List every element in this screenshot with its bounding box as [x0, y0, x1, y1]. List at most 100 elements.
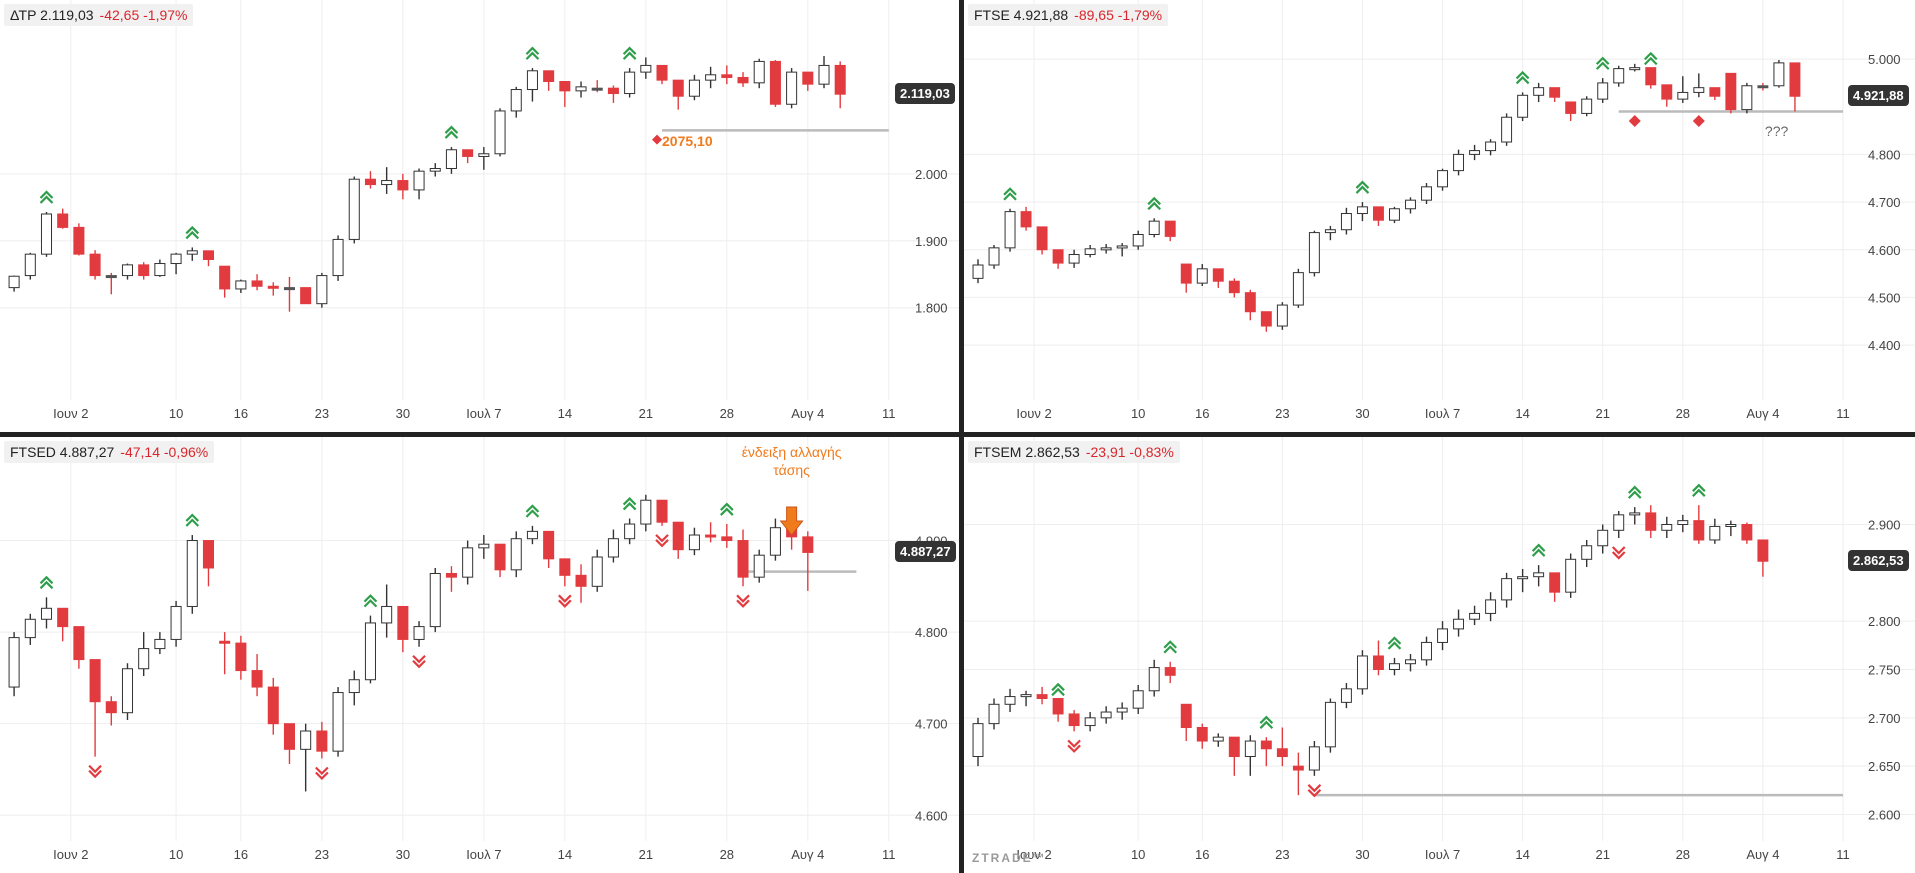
candle-body — [624, 71, 636, 95]
candle-body — [1629, 67, 1641, 71]
candle-body — [737, 540, 749, 578]
candle-body — [510, 89, 522, 112]
x-tick-label: Αυγ 4 — [791, 406, 824, 421]
candle-body — [688, 79, 700, 97]
candlestick-chart-ftsem[interactable]: 2.600 2.650 2.700 2.750 2.800 2.900 Ιουν 2 10 16… — [964, 437, 1915, 873]
candle-body — [1741, 524, 1753, 541]
candle-body — [1308, 232, 1320, 274]
candle-body — [1485, 599, 1497, 614]
candle-body — [1036, 694, 1048, 699]
candle-body — [575, 86, 587, 92]
candle-body — [1693, 87, 1705, 93]
annotation-label: ένδειξη αλλαγής τάσης — [741, 444, 842, 478]
candle-body — [397, 605, 409, 640]
candle-body — [1453, 618, 1465, 630]
signal-down-icon — [1067, 739, 1081, 753]
candle-body — [1340, 688, 1352, 703]
candle-body — [105, 275, 117, 279]
candle-body — [40, 213, 53, 255]
signal-up-icon — [1003, 187, 1017, 201]
candle-body — [1228, 736, 1240, 757]
candle-body — [1405, 659, 1416, 665]
candle-body — [1116, 707, 1128, 713]
candle-body — [1164, 667, 1176, 676]
signal-up-icon — [1163, 640, 1178, 654]
candle-body — [688, 534, 700, 551]
candle-body — [1212, 268, 1224, 282]
candle-body — [413, 626, 425, 640]
signal-up-icon — [1387, 636, 1402, 650]
signal-down-icon — [315, 766, 329, 781]
chart-panel-dtr[interactable]: 1.800 1.900 2.000 Ιουν 2 10 16 23 30 Ιουλ 7 14 21 2… — [0, 0, 959, 432]
candle-body — [494, 543, 506, 571]
chart-title: FTSE 4.921,88 — [974, 7, 1069, 23]
candle-body — [1324, 229, 1336, 234]
diamond-marker-icon — [652, 134, 663, 145]
candle-body — [1004, 211, 1016, 249]
candle-body — [1597, 529, 1609, 547]
candle-body — [1228, 280, 1240, 294]
annotation-label: ??? — [1764, 123, 1789, 140]
candle-body — [705, 74, 717, 81]
candle-body — [769, 60, 781, 105]
chart-panel-ftse[interactable]: 4.400 4.500 4.600 4.700 4.800 5.000 Ιουν 2 10 16… — [964, 0, 1915, 432]
last-price-tag: 2.119,03 — [895, 83, 955, 105]
candle-body — [1421, 641, 1432, 661]
chart-title: FTSEM 2.862,53 — [974, 444, 1080, 460]
candle-body — [73, 226, 85, 255]
signal-up-icon — [363, 594, 378, 608]
signal-down-icon — [736, 594, 750, 608]
candle-body — [300, 287, 312, 305]
candle-body — [1244, 292, 1256, 313]
candle-body — [1292, 765, 1304, 771]
y-tick-label: 4.700 — [1868, 195, 1901, 210]
candle-body — [1372, 655, 1384, 670]
candle-body — [8, 275, 20, 289]
candle-body — [429, 167, 441, 172]
candle-body — [1581, 98, 1593, 114]
candle-body — [1469, 150, 1481, 155]
candle-body — [24, 618, 36, 639]
candle-body — [1677, 91, 1689, 100]
x-tick-label: 30 — [1355, 847, 1369, 862]
candle-body — [818, 64, 830, 85]
candle-body — [1116, 245, 1128, 249]
y-tick-label: 2.700 — [1868, 711, 1901, 726]
candle-body — [1645, 67, 1657, 86]
signal-down-icon — [88, 764, 102, 779]
candle-body — [445, 149, 457, 169]
y-tick-label: 2.600 — [1868, 808, 1901, 823]
candlestick-chart-ftse[interactable]: 4.400 4.500 4.600 4.700 4.800 5.000 Ιουν 2 10 16… — [964, 0, 1915, 432]
candle-body — [640, 64, 652, 73]
candle-body — [413, 170, 425, 191]
candle-body — [170, 253, 182, 265]
signal-up-icon — [1515, 70, 1530, 85]
candle-body — [1741, 85, 1753, 111]
candle-body — [575, 574, 587, 587]
candle-body — [559, 80, 571, 92]
candle-body — [1004, 696, 1016, 705]
candle-body — [1020, 694, 1032, 698]
chart-panel-ftsem[interactable]: 2.600 2.650 2.700 2.750 2.800 2.900 Ιουν 2 10 16… — [964, 437, 1915, 873]
x-tick-label: 21 — [639, 406, 653, 421]
candle-body — [1020, 211, 1032, 228]
signal-up-icon — [1355, 180, 1370, 194]
candle-body — [1052, 698, 1064, 715]
candle-body — [1501, 116, 1513, 143]
candle-body — [721, 74, 733, 78]
candle-body — [1132, 690, 1144, 709]
candle-body — [510, 538, 522, 571]
candle-body — [251, 280, 263, 287]
candle-body — [332, 692, 344, 752]
candle-body — [462, 547, 474, 578]
candle-body — [1709, 87, 1721, 97]
signal-up-icon — [622, 496, 637, 511]
x-tick-label: 30 — [396, 406, 410, 421]
x-tick-label: 28 — [720, 406, 734, 421]
candle-body — [1052, 249, 1064, 264]
candle-body — [316, 730, 328, 752]
candlestick-chart-dtr[interactable]: 1.800 1.900 2.000 Ιουν 2 10 16 23 30 Ιουλ 7 14 21 2… — [0, 0, 959, 432]
